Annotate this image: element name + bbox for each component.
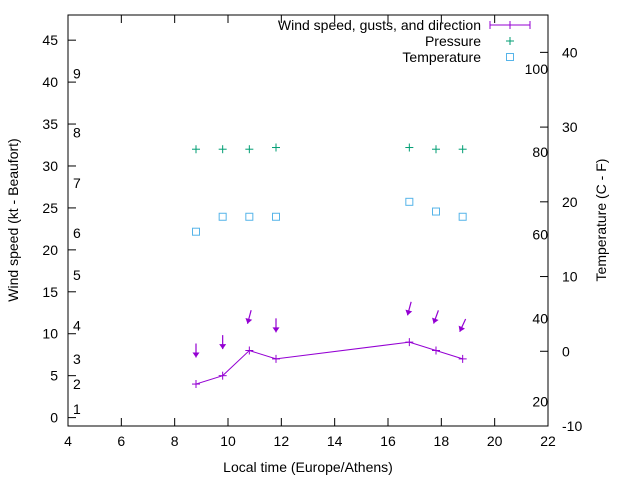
beaufort-label: 6 (73, 225, 81, 241)
beaufort-label: 8 (73, 124, 81, 140)
wind-direction-arrow (272, 318, 280, 333)
y-tick-label: 20 (42, 242, 58, 258)
x-tick-label: 8 (171, 433, 179, 449)
temperature-point (218, 212, 227, 221)
wind-point (405, 338, 414, 347)
fahrenheit-label: 80 (532, 144, 548, 160)
x-tick-label: 14 (327, 433, 343, 449)
y2-tick-label: 10 (562, 269, 578, 285)
wind-direction-arrow (405, 301, 413, 316)
y2-tick-label: -10 (562, 418, 582, 434)
fahrenheit-label: 60 (532, 227, 548, 243)
x-tick-label: 4 (64, 433, 72, 449)
x-tick-label: 18 (434, 433, 450, 449)
wind-point (272, 354, 280, 363)
legend-wind-key (489, 21, 531, 29)
y-tick-label: 25 (42, 200, 58, 216)
beaufort-label: 2 (73, 376, 81, 392)
pressure-point (272, 143, 280, 152)
legend: Wind speed, gusts, and direction Pressur… (278, 17, 531, 65)
beaufort-label: 5 (73, 267, 81, 283)
beaufort-label: 1 (73, 401, 81, 417)
y-tick-label: 30 (42, 158, 58, 174)
beaufort-label: 9 (73, 66, 81, 82)
plot-area: 4 6 8 10 12 14 16 18 20 22051015202530354045-1001… (42, 14, 582, 449)
wind-speed-line (195, 341, 463, 385)
fahrenheit-label: 20 (532, 393, 548, 409)
beaufort-label: 7 (73, 175, 81, 191)
plot-frame (67, 14, 549, 427)
temperature-point (192, 227, 200, 236)
wind-point (218, 371, 227, 380)
y-tick-label: 45 (42, 32, 58, 48)
fahrenheit-label: 100 (525, 61, 549, 77)
legend-temperature-label: Temperature (402, 49, 481, 65)
pressure-point (458, 145, 467, 154)
y-tick-label: 40 (42, 74, 58, 90)
wind-direction-arrow (219, 335, 227, 350)
temperature-point (432, 207, 440, 216)
beaufort-label: 3 (73, 351, 81, 367)
legend-wind-marker (506, 21, 514, 29)
wind-direction-arrow (432, 310, 439, 324)
y-axis-label: Wind speed (kt - Beaufort) (5, 138, 21, 301)
legend-pressure-key (506, 37, 514, 45)
wind-point (192, 380, 200, 389)
wind-direction-arrow (458, 318, 467, 332)
temperature-point (405, 197, 414, 206)
x-axis-label: Local time (Europe/Athens) (223, 459, 393, 475)
wind-direction-arrow (245, 310, 253, 324)
x-tick-label: 12 (274, 433, 290, 449)
y-tick-label: 35 (42, 116, 58, 132)
y-tick-label: 10 (42, 326, 58, 342)
legend-pressure-marker (506, 37, 514, 45)
y2-tick-label: 0 (562, 343, 570, 359)
pressure-point (405, 143, 414, 152)
pressure-point (192, 145, 200, 154)
y-tick-label: 15 (42, 284, 58, 300)
legend-temperature-marker (506, 53, 514, 61)
temperature-point (458, 212, 467, 221)
y-tick-label: 5 (50, 368, 58, 384)
temperature-point (272, 212, 280, 221)
y-tick-label: 0 (50, 410, 58, 426)
beaufort-label: 4 (73, 317, 81, 333)
legend-pressure-label: Pressure (425, 33, 481, 49)
legend-wind-label: Wind speed, gusts, and direction (278, 17, 481, 33)
x-tick-label: 10 (220, 433, 236, 449)
pressure-point (432, 145, 440, 154)
x-tick-label: 22 (540, 433, 556, 449)
pressure-point (245, 145, 254, 154)
y2-tick-label: 30 (562, 119, 578, 135)
wind-point (432, 346, 440, 355)
wind-point (245, 346, 254, 355)
legend-temperature-key (506, 53, 514, 61)
pressure-point (218, 145, 227, 154)
wind-direction-arrow (192, 343, 200, 358)
y2-tick-label: 20 (562, 194, 578, 210)
x-tick-label: 16 (380, 433, 396, 449)
x-tick-label: 20 (487, 433, 503, 449)
temperature-point (245, 212, 254, 221)
fahrenheit-label: 40 (532, 310, 548, 326)
y2-axis-label: Temperature (C - F) (593, 159, 609, 282)
x-tick-label: 6 (117, 433, 125, 449)
y2-tick-label: 40 (562, 44, 578, 60)
wind-point (458, 354, 467, 363)
